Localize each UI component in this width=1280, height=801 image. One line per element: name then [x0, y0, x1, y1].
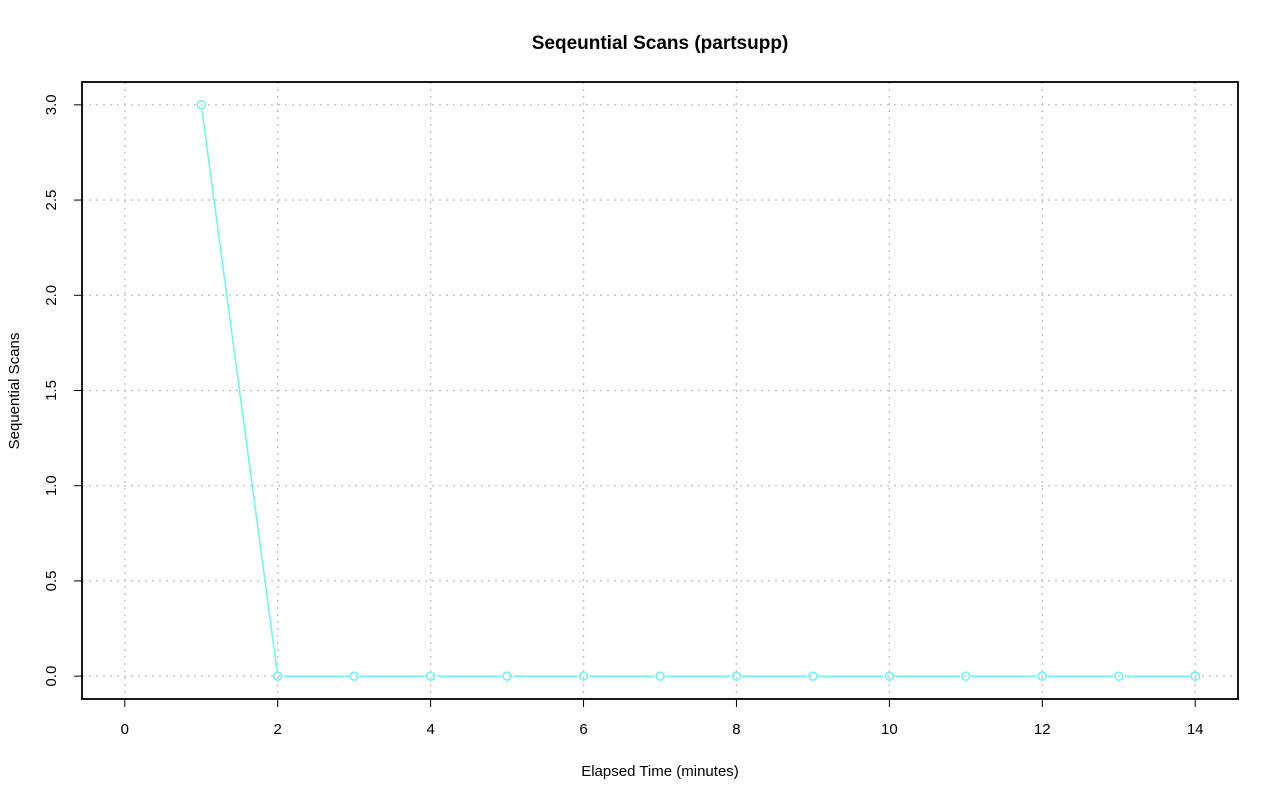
data-point [1037, 671, 1048, 681]
series-line-segment [201, 110, 278, 671]
y-tick-label: 0.0 [43, 666, 60, 687]
data-point [1113, 671, 1124, 681]
data-point [578, 671, 589, 681]
plot-frame [81, 81, 1239, 700]
y-tick-label: 2.0 [43, 285, 60, 306]
x-tick-label: 8 [732, 721, 740, 738]
data-point [272, 671, 283, 681]
grid [82, 82, 1238, 699]
data-point [1190, 671, 1200, 681]
axes: 0 2 4 6 8 10 12 14 0.0 0.5 1.0 1.5 2.0 2.5 3.0 [43, 94, 1204, 738]
data-point [731, 671, 742, 681]
y-tick-label: 1.0 [43, 475, 60, 496]
x-tick-label: 14 [1187, 721, 1204, 738]
data-point [655, 671, 665, 681]
data-point [961, 671, 971, 681]
x-tick-label: 10 [881, 721, 898, 738]
data-point [808, 671, 818, 681]
series-layer [196, 100, 1200, 681]
chart-title: Seqeuntial Scans (partsupp) [532, 33, 789, 54]
data-point [196, 100, 207, 110]
y-tick-label: 0.5 [43, 571, 60, 592]
x-tick-label: 4 [426, 721, 434, 738]
x-tick-label: 12 [1034, 721, 1051, 738]
y-axis-label: Sequential Scans [6, 333, 23, 450]
x-axis-label: Elapsed Time (minutes) [581, 763, 739, 780]
data-point [502, 671, 512, 681]
y-tick-label: 1.5 [43, 380, 60, 401]
data-point [349, 671, 359, 681]
data-point [884, 671, 895, 681]
y-tick-label: 2.5 [43, 190, 60, 211]
x-tick-label: 6 [579, 721, 587, 738]
data-point [425, 671, 436, 681]
x-tick-label: 2 [274, 721, 282, 738]
x-tick-label: 0 [121, 721, 129, 738]
y-tick-label: 3.0 [43, 94, 60, 115]
